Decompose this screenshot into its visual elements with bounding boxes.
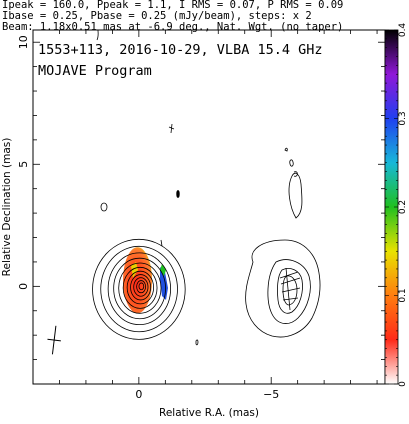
core-contour-3 [107, 252, 171, 326]
colorbar-ticks [385, 29, 398, 385]
plot-area [47, 30, 321, 355]
artifact-contour-7 [96, 30, 99, 41]
core-contours [92, 238, 186, 340]
artifact-contours [96, 30, 303, 247]
axis-ticks [32, 30, 385, 385]
polarization-green-edge [160, 264, 166, 276]
header-line-2: Ibase = 0.25, Pbase = 0.25 (mJy/beam), s… [2, 10, 312, 22]
axis-tick-labels: 0 −5 0 5 10 [17, 35, 279, 401]
polarization-blue-edge [160, 267, 168, 300]
core-contour-11 [138, 282, 145, 291]
core-contour-6 [122, 266, 158, 309]
colorbar-tick-label: 0.3 [398, 111, 408, 125]
plot-frame [32, 29, 386, 385]
colorbar-tick-label: 0.2 [398, 200, 408, 214]
jet-contour-4 [282, 275, 298, 306]
core-contour-1 [92, 238, 186, 340]
y-axis-label: Relative Declination (mas) [1, 138, 13, 277]
colorbar-tick-label: 0.1 [398, 288, 408, 302]
core-contour-10 [136, 280, 147, 294]
y-tick-label: 5 [17, 161, 30, 168]
core-contour-4 [113, 257, 166, 320]
plot-title: 1553+113, 2016-10-29, VLBA 15.4 GHz [38, 42, 322, 58]
artifact-contour-6 [176, 190, 180, 198]
jet-contour-2 [267, 259, 311, 324]
header-line-3: Beam: 1.18x0.51 mas at -6.9 deg., Nat. W… [2, 21, 343, 33]
core-contour-9 [133, 277, 149, 297]
jet-contour-1 [245, 239, 321, 338]
artifact-contour-3 [289, 159, 294, 167]
jet-cross-hatch [279, 267, 301, 311]
y-tick-label: 10 [17, 35, 30, 49]
x-tick-label: 0 [135, 388, 142, 401]
beam-minor-axis [47, 338, 61, 342]
colorbar-tick-labels: 0 0.1 0.2 0.3 0.4 [398, 23, 408, 387]
artifact-contour-2 [288, 172, 303, 219]
core-contour-7 [126, 270, 154, 305]
x-axis-label: Relative R.A. (mas) [159, 407, 259, 419]
y-tick-label: 0 [17, 283, 30, 290]
artifact-contour-4 [284, 147, 288, 152]
core-contour-2 [100, 245, 178, 333]
beam-marker [47, 325, 61, 355]
x-tick-label: −5 [263, 388, 279, 401]
jet-contours [195, 239, 321, 346]
artifact-contour-1 [100, 202, 108, 212]
jet-contour-3 [277, 268, 303, 314]
colorbar-tick-label: 0.4 [398, 23, 408, 38]
artifact-contour-9 [160, 239, 163, 247]
jet-contour-5 [195, 339, 199, 346]
colorbar-tick-label: 0 [398, 381, 408, 387]
core-contour-8 [130, 274, 152, 301]
plot-subtitle: MOJAVE Program [38, 63, 152, 79]
core-contour-5 [118, 262, 162, 314]
header-line-1: Ipeak = 160.0, Ppeak = 1.1, I RMS = 0.07… [2, 0, 343, 11]
artifact-contour-5 [168, 123, 175, 134]
artifact-contour-8 [293, 171, 298, 177]
